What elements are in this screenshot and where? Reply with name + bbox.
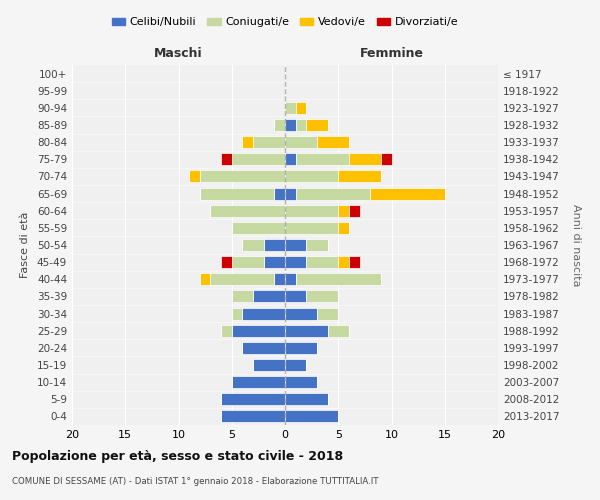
Bar: [285, 290, 307, 302]
Bar: [285, 359, 307, 371]
Bar: [285, 188, 296, 200]
Bar: [307, 119, 328, 131]
Bar: [232, 290, 253, 302]
Bar: [211, 274, 274, 285]
Bar: [285, 222, 338, 234]
Bar: [221, 256, 232, 268]
Bar: [200, 274, 211, 285]
Bar: [296, 102, 306, 114]
Bar: [285, 376, 317, 388]
Bar: [221, 410, 285, 422]
Text: Femmine: Femmine: [359, 47, 424, 60]
Bar: [285, 274, 296, 285]
Bar: [285, 394, 328, 406]
Bar: [274, 274, 285, 285]
Bar: [253, 136, 285, 148]
Bar: [189, 170, 200, 182]
Bar: [349, 204, 359, 216]
Bar: [232, 324, 285, 336]
Bar: [296, 274, 381, 285]
Bar: [349, 154, 381, 166]
Bar: [221, 324, 232, 336]
Bar: [338, 256, 349, 268]
Bar: [307, 239, 328, 251]
Bar: [242, 342, 285, 354]
Bar: [285, 119, 296, 131]
Bar: [274, 188, 285, 200]
Bar: [264, 239, 285, 251]
Bar: [349, 256, 359, 268]
Bar: [232, 154, 285, 166]
Bar: [370, 188, 445, 200]
Bar: [264, 256, 285, 268]
Bar: [307, 290, 338, 302]
Bar: [232, 308, 242, 320]
Bar: [285, 136, 317, 148]
Bar: [232, 222, 285, 234]
Bar: [338, 204, 349, 216]
Bar: [285, 324, 328, 336]
Text: COMUNE DI SESSAME (AT) - Dati ISTAT 1° gennaio 2018 - Elaborazione TUTTITALIA.IT: COMUNE DI SESSAME (AT) - Dati ISTAT 1° g…: [12, 478, 379, 486]
Legend: Celibi/Nubili, Coniugati/e, Vedovi/e, Divorziati/e: Celibi/Nubili, Coniugati/e, Vedovi/e, Di…: [107, 13, 463, 32]
Bar: [253, 290, 285, 302]
Bar: [381, 154, 392, 166]
Bar: [200, 188, 274, 200]
Bar: [338, 170, 381, 182]
Bar: [285, 239, 307, 251]
Bar: [317, 308, 338, 320]
Bar: [253, 359, 285, 371]
Text: Maschi: Maschi: [154, 47, 203, 60]
Y-axis label: Fasce di età: Fasce di età: [20, 212, 30, 278]
Y-axis label: Anni di nascita: Anni di nascita: [571, 204, 581, 286]
Bar: [221, 154, 232, 166]
Bar: [338, 222, 349, 234]
Bar: [232, 256, 264, 268]
Bar: [296, 188, 370, 200]
Bar: [285, 256, 307, 268]
Bar: [221, 394, 285, 406]
Bar: [285, 102, 296, 114]
Bar: [200, 170, 285, 182]
Bar: [285, 204, 338, 216]
Bar: [232, 376, 285, 388]
Bar: [328, 324, 349, 336]
Bar: [285, 342, 317, 354]
Text: Popolazione per età, sesso e stato civile - 2018: Popolazione per età, sesso e stato civil…: [12, 450, 343, 463]
Bar: [285, 410, 338, 422]
Bar: [285, 170, 338, 182]
Bar: [274, 119, 285, 131]
Bar: [285, 154, 296, 166]
Bar: [242, 239, 264, 251]
Bar: [296, 154, 349, 166]
Bar: [242, 308, 285, 320]
Bar: [242, 136, 253, 148]
Bar: [317, 136, 349, 148]
Bar: [307, 256, 338, 268]
Bar: [285, 308, 317, 320]
Bar: [211, 204, 285, 216]
Bar: [296, 119, 306, 131]
